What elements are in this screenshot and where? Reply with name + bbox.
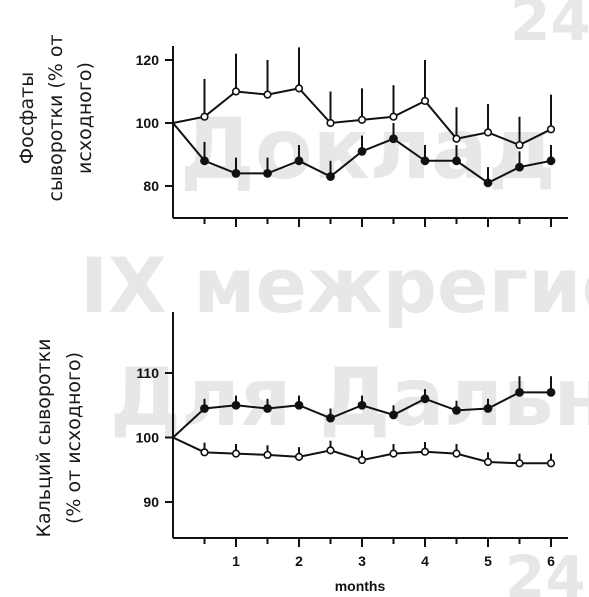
c-series-0-point-3 <box>263 404 272 413</box>
c-series-0-point-2 <box>231 400 241 410</box>
p-series-1-point-5 <box>326 172 335 181</box>
p-series-1-point-4 <box>294 156 304 166</box>
phosphate-x-ticks <box>203 218 552 227</box>
c-xtick-label-0: 1 <box>232 553 240 569</box>
p-series-1 <box>172 122 556 188</box>
c-series-0-point-4 <box>294 400 304 410</box>
p-series-0-point-8 <box>420 96 430 106</box>
p-ytick-label-1: 100 <box>136 115 160 131</box>
calcium-x-ticks: 1 2 3 4 5 6 <box>203 538 555 569</box>
c-series-1-point-8 <box>420 447 430 456</box>
p-series-0-point-10 <box>483 128 493 137</box>
p-series-0-point-9 <box>452 134 461 143</box>
phosphate-y-ticks: 80 100 120 <box>136 52 173 194</box>
c-series-0-point-9 <box>452 406 461 415</box>
p-ytick-label-2: 120 <box>136 52 160 68</box>
p-series-0-point-1 <box>200 112 209 121</box>
p-series-1-point-7 <box>389 134 398 144</box>
c-series-1-point-5 <box>326 446 335 455</box>
c-series-0-point-11 <box>515 387 524 397</box>
watermark-line-5: 24 <box>505 543 586 597</box>
c-ytick-label-1: 100 <box>136 430 160 446</box>
p-series-0-point-11 <box>515 140 524 150</box>
phosphate-chart: Фосфаты сыворотки (% от исходного) 80 100… <box>16 34 568 227</box>
p-series-0-point-2 <box>231 87 241 96</box>
c-xtick-label-4: 5 <box>484 553 492 569</box>
c-series-1 <box>172 436 556 468</box>
c-series-1-point-10 <box>483 457 493 467</box>
c-series-0-point-12 <box>546 387 556 397</box>
p-series-0-point-5 <box>326 118 335 128</box>
c-series-0-point-1 <box>200 404 209 413</box>
p-series-1-point-2 <box>231 168 241 178</box>
p-series-1-point-11 <box>515 162 524 172</box>
p-series-0-point-6 <box>357 115 367 124</box>
calcium-chart: Кальций сыворотки (% от исходного) 90 100… <box>33 312 568 594</box>
c-series-1-point-9 <box>452 449 461 458</box>
p-series-1-point-9 <box>452 156 461 166</box>
calcium-series <box>172 376 556 468</box>
c-series-1-point-12 <box>546 459 556 468</box>
p-series-0-point-7 <box>389 112 398 121</box>
c-series-1-point-4 <box>294 452 304 461</box>
watermark-line-1: 24 <box>510 0 589 54</box>
c-series-0-point-8 <box>420 394 430 404</box>
p-series-1-point-8 <box>420 156 430 166</box>
p-ytick-label-0: 80 <box>143 178 159 194</box>
p-series-0-point-12 <box>546 125 556 134</box>
c-ytick-label-2: 110 <box>136 365 159 381</box>
watermark-line-3: IX межрегио <box>80 241 589 330</box>
c-ytick-label-0: 90 <box>143 494 159 510</box>
p-series-1-point-1 <box>200 156 209 166</box>
c-series-0-point-5 <box>326 413 335 423</box>
phosphate-series <box>172 47 556 188</box>
p-series-0-point-3 <box>263 90 272 99</box>
p-series-1-point-12 <box>546 156 556 166</box>
c-xtick-label-1: 2 <box>295 553 303 569</box>
c-series-0-point-7 <box>389 410 398 420</box>
c-xtick-label-5: 6 <box>547 553 555 569</box>
c-series-0-point-10 <box>483 404 493 413</box>
phosphate-ylabel-line-3: исходного) <box>74 62 96 174</box>
c-series-1-point-3 <box>263 450 272 460</box>
calcium-ylabel-line-1: Кальций сыворотки <box>33 339 55 538</box>
calcium-y-ticks: 90 100 110 <box>136 365 173 510</box>
c-series-1-point-6 <box>357 455 367 465</box>
calcium-xlabel: months <box>335 578 386 594</box>
c-series-1-point-7 <box>389 449 398 458</box>
c-series-1-point-1 <box>200 448 209 457</box>
p-series-1-point-6 <box>357 146 367 156</box>
c-series-0 <box>172 376 556 439</box>
phosphate-ylabel-line-2: сыворотки (% от <box>45 34 67 201</box>
c-xtick-label-2: 3 <box>358 553 366 569</box>
c-series-1-point-2 <box>231 449 241 458</box>
c-xtick-label-3: 4 <box>421 553 429 569</box>
calcium-ylabel-line-2: (% от исходного) <box>63 352 85 524</box>
c-series-1-point-11 <box>515 459 524 468</box>
p-series-1-point-10 <box>483 178 493 188</box>
c-series-0-point-6 <box>357 400 367 410</box>
p-series-1-point-3 <box>263 168 272 178</box>
phosphate-ylabel-line-1: Фосфаты <box>16 72 38 164</box>
p-series-0 <box>172 47 556 150</box>
p-series-0-point-4 <box>294 84 304 93</box>
